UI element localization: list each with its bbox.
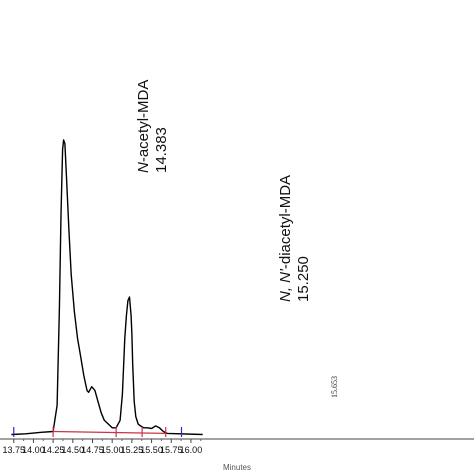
peak-retention-time: 14.383: [153, 127, 170, 173]
x-tick-label: 14.75: [81, 445, 104, 455]
x-tick-label: 14.00: [22, 445, 45, 455]
x-ticks: 13.7514.0014.2514.5014.7515.0015.2515.50…: [2, 439, 202, 455]
peak-name: N, N'-diacetyl-MDA: [277, 175, 294, 302]
peak-annotations: N-acetyl-MDA 14.383 N, N'-diacetyl-MDA15.2…: [135, 80, 339, 398]
x-tick-label: 15.75: [160, 445, 183, 455]
x-tick-label: 14.50: [62, 445, 85, 455]
x-tick-label: 14.25: [42, 445, 65, 455]
x-axis-label: Minutes: [223, 463, 251, 472]
x-tick-label: 16.00: [180, 445, 203, 455]
chromatogram-trace: [11, 139, 203, 436]
x-tick-label: 15.25: [121, 445, 144, 455]
peak-retention-time: 15.653: [330, 376, 339, 398]
x-tick-label: 15.50: [140, 445, 163, 455]
integration-baseline: [53, 430, 166, 434]
peak-name: N-acetyl-MDA: [135, 80, 152, 173]
plot-area: [11, 139, 203, 437]
x-tick-label: 13.75: [2, 445, 25, 455]
x-tick-label: 15.00: [101, 445, 124, 455]
peak-label-small: 15.653: [330, 376, 339, 398]
peak-retention-time: 15.250: [295, 256, 312, 302]
peak-label-n-acetyl-mda: N-acetyl-MDA 14.383: [135, 80, 170, 173]
